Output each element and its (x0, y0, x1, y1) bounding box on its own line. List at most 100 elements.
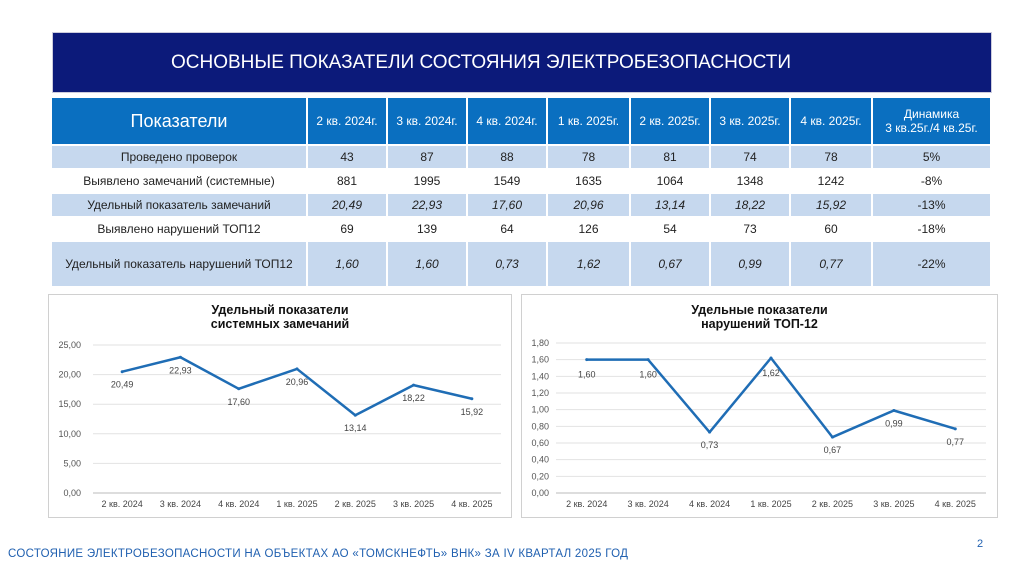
data-label: 0,77 (947, 437, 965, 447)
indicators-table: Показатели 2 кв. 2024г. 3 кв. 2024г. 4 к… (52, 98, 992, 288)
y-tick-label: 0,00 (531, 488, 549, 498)
y-tick-label: 1,40 (531, 371, 549, 381)
cell-value: 78 (547, 145, 631, 170)
table-row: Выявлено замечаний (системные) 881 1995 154… (52, 169, 992, 194)
cell-value: 69 (307, 217, 388, 242)
table-row: Удельный показатель нарушений ТОП12 1,60 1… (52, 241, 992, 288)
data-label: 18,22 (402, 393, 425, 403)
cell-value: 1348 (710, 169, 791, 194)
data-label: 20,49 (111, 380, 134, 390)
table-row: Удельный показатель замечаний 20,49 22,93 1… (52, 193, 992, 218)
y-tick-label: 15,00 (58, 399, 81, 409)
cell-value: 73 (710, 217, 791, 242)
x-tick-label: 1 кв. 2025 (750, 499, 791, 509)
x-tick-label: 2 кв. 2025 (335, 499, 376, 509)
chart-top12-violations: Удельные показатели нарушений ТОП-12 0,00… (521, 294, 998, 518)
x-tick-label: 2 кв. 2024 (566, 499, 607, 509)
cell-value: 13,14 (630, 193, 711, 218)
cell-value: 20,96 (547, 193, 631, 218)
cell-value: 17,60 (467, 193, 548, 218)
cell-dynamics: 5% (872, 145, 992, 170)
cell-value: 15,92 (790, 193, 873, 218)
cell-value: 139 (387, 217, 468, 242)
cell-value: 87 (387, 145, 468, 170)
cell-value: 78 (790, 145, 873, 170)
cell-value: 81 (630, 145, 711, 170)
x-tick-label: 3 кв. 2025 (873, 499, 914, 509)
chart-svg: 0,00 0,20 0,40 0,60 0,80 1,00 1,20 1,40 1,60 1,80… (531, 338, 986, 509)
row-label: Выявлено замечаний (системные) (52, 169, 308, 194)
page-title: ОСНОВНЫЕ ПОКАЗАТЕЛИ СОСТОЯНИЯ ЭЛЕКТРОБЕЗ… (52, 32, 992, 93)
table-row: Проведено проверок 43 87 88 78 81 74 78 5% (52, 145, 992, 170)
y-tick-label: 0,60 (531, 438, 549, 448)
header-col: 4 кв. 2025г. (790, 98, 873, 146)
data-point (295, 367, 299, 371)
cell-value: 0,99 (710, 241, 791, 288)
header-col: 3 кв. 2025г. (710, 98, 791, 146)
data-point (646, 358, 650, 362)
cell-value: 0,77 (790, 241, 873, 288)
cell-dynamics: -13% (872, 193, 992, 218)
header-col: 1 кв. 2025г. (547, 98, 631, 146)
x-tick-label: 3 кв. 2025 (393, 499, 434, 509)
header-col: 3 кв. 2024г. (387, 98, 468, 146)
data-label: 0,67 (824, 445, 842, 455)
cell-value: 64 (467, 217, 548, 242)
cell-value: 43 (307, 145, 388, 170)
data-point (120, 370, 124, 374)
data-label: 13,14 (344, 423, 367, 433)
y-tick-label: 5,00 (63, 458, 81, 468)
data-point (953, 427, 957, 431)
row-label: Проведено проверок (52, 145, 308, 170)
cell-value: 0,67 (630, 241, 711, 288)
data-label: 1,60 (578, 370, 596, 380)
cell-value: 1995 (387, 169, 468, 194)
cell-value: 1242 (790, 169, 873, 194)
y-tick-label: 1,20 (531, 388, 549, 398)
data-label: 0,73 (701, 440, 719, 450)
cell-value: 60 (790, 217, 873, 242)
y-tick-label: 0,80 (531, 421, 549, 431)
header-col: 2 кв. 2024г. (307, 98, 388, 146)
row-label: Удельный показатель нарушений ТОП12 (52, 241, 308, 288)
cell-value: 74 (710, 145, 791, 170)
data-label: 17,60 (227, 397, 250, 407)
cell-value: 1549 (467, 169, 548, 194)
cell-dynamics: -18% (872, 217, 992, 242)
x-tick-label: 4 кв. 2025 (935, 499, 976, 509)
dyn-line2: 3 кв.25г./4 кв.25г. (885, 121, 978, 135)
data-point (178, 355, 182, 359)
table-row: Выявлено нарушений ТОП12 69 139 64 126 54 73 60… (52, 217, 992, 242)
page-number: 2 (977, 538, 984, 550)
cell-value: 881 (307, 169, 388, 194)
data-point (769, 356, 773, 360)
header-col: 2 кв. 2025г. (630, 98, 711, 146)
data-label: 0,99 (885, 419, 903, 429)
x-tick-label: 4 кв. 2024 (218, 499, 259, 509)
header-indicators: Показатели (52, 98, 308, 146)
cell-value: 22,93 (387, 193, 468, 218)
data-point (470, 397, 474, 401)
x-tick-label: 4 кв. 2024 (689, 499, 730, 509)
y-tick-label: 25,00 (58, 340, 81, 350)
cell-value: 1064 (630, 169, 711, 194)
cell-value: 18,22 (710, 193, 791, 218)
x-tick-label: 3 кв. 2024 (628, 499, 669, 509)
cell-value: 1635 (547, 169, 631, 194)
data-point (585, 358, 589, 362)
cell-value: 54 (630, 217, 711, 242)
header-dynamics: Динамика 3 кв.25г./4 кв.25г. (872, 98, 992, 146)
cell-value: 20,49 (307, 193, 388, 218)
data-label: 1,60 (639, 370, 657, 380)
data-point (237, 387, 241, 391)
x-tick-label: 2 кв. 2024 (102, 499, 143, 509)
x-tick-label: 3 кв. 2024 (160, 499, 201, 509)
cell-dynamics: -22% (872, 241, 992, 288)
y-tick-label: 0,00 (63, 488, 81, 498)
data-label: 20,96 (286, 377, 309, 387)
chart-system-remarks: Удельный показатели системных замечаний 0… (48, 294, 512, 518)
x-tick-label: 2 кв. 2025 (812, 499, 853, 509)
data-point (353, 413, 357, 417)
row-label: Удельный показатель замечаний (52, 193, 308, 218)
cell-value: 1,60 (307, 241, 388, 288)
